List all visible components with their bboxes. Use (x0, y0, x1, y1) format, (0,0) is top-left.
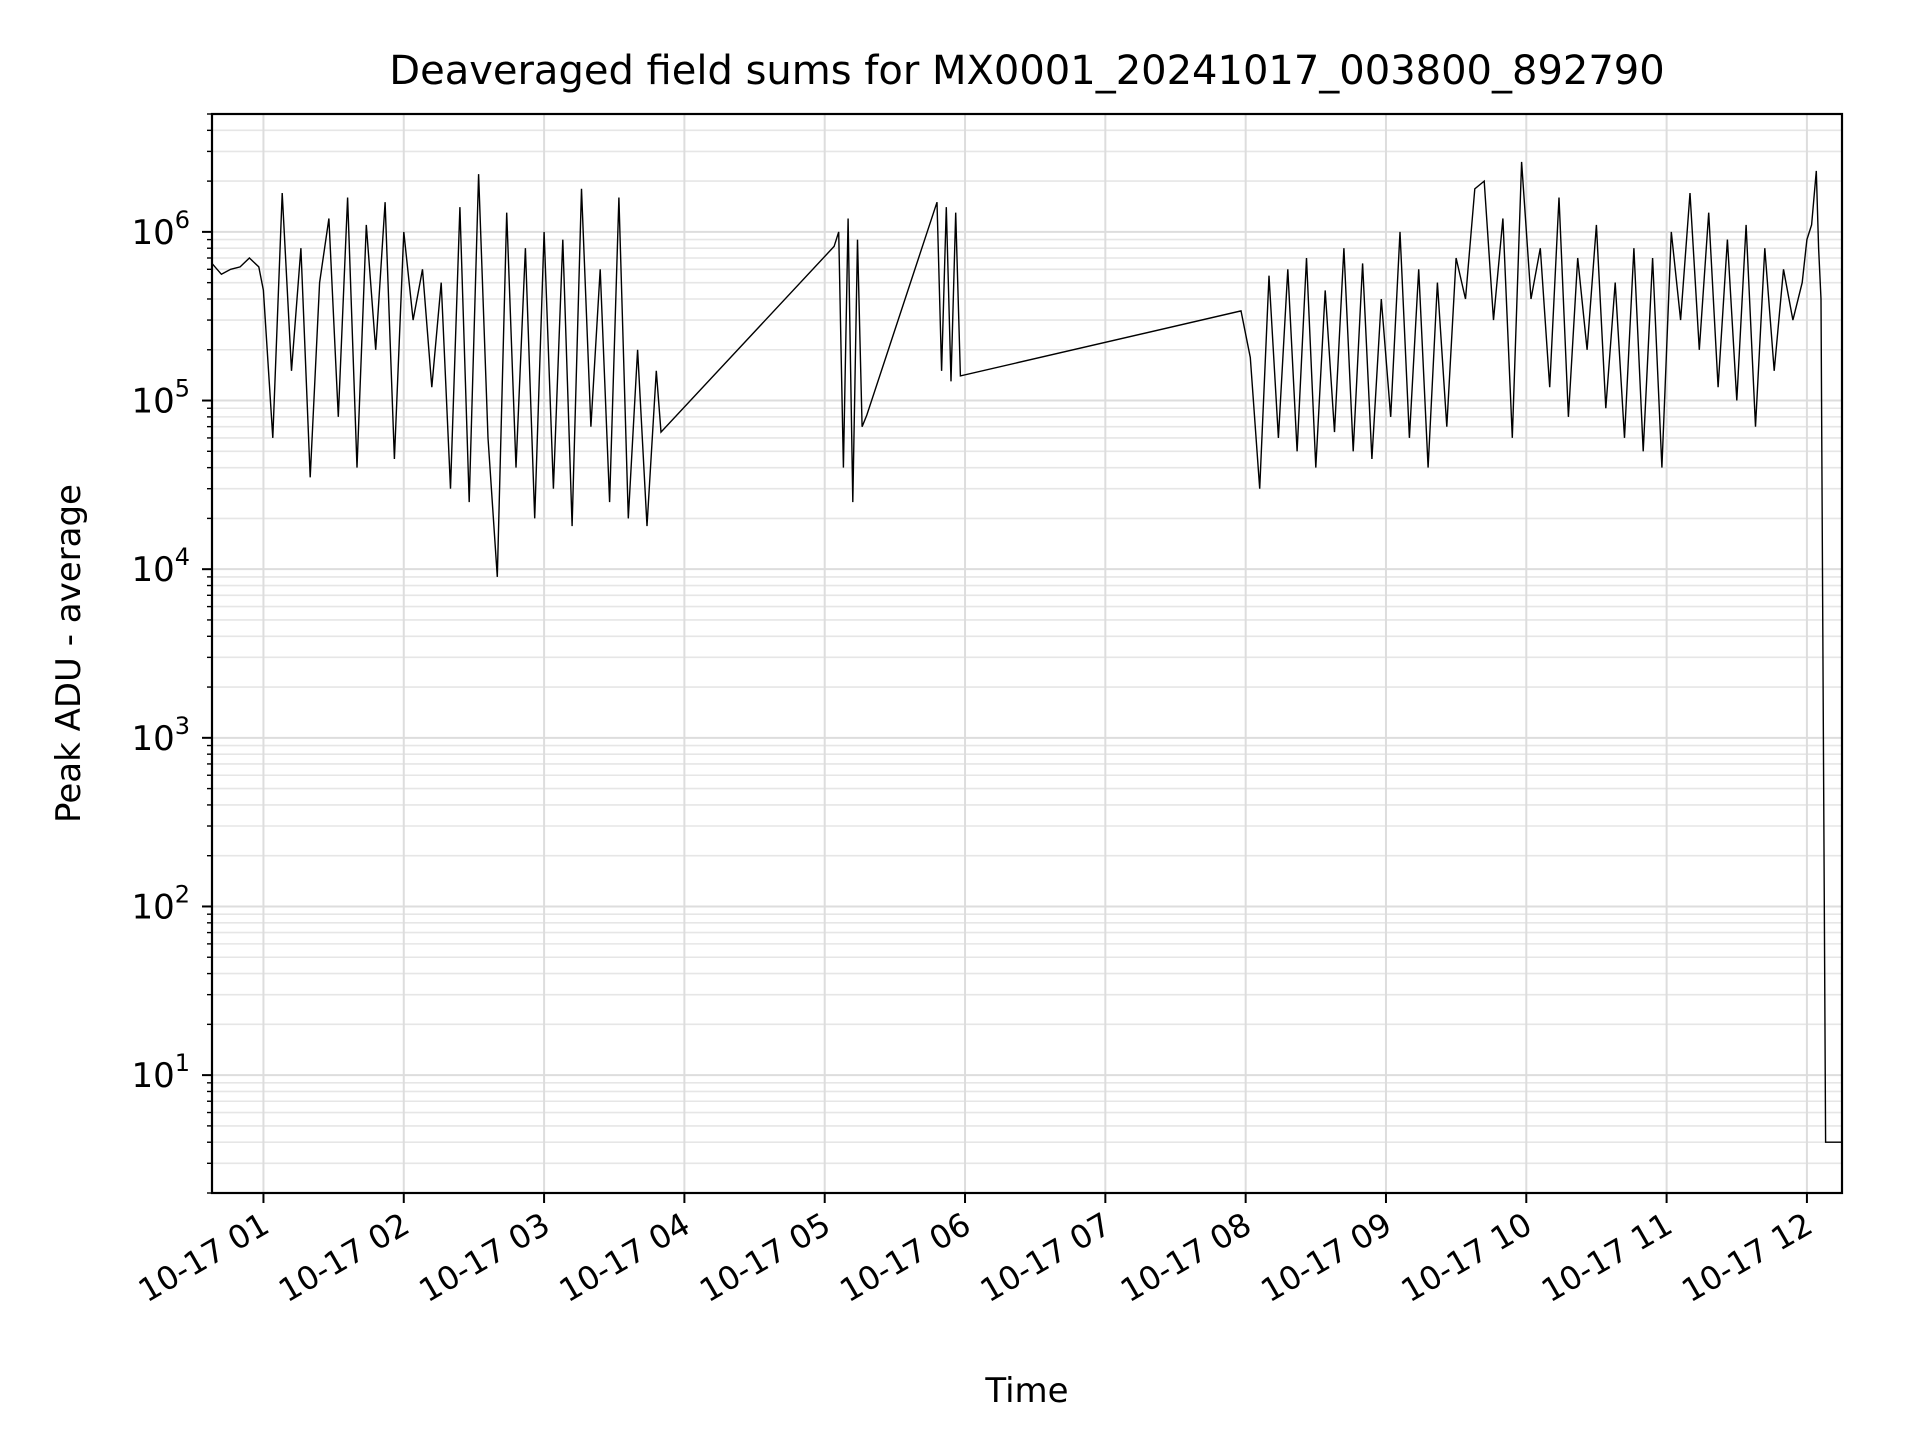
y-axis-label: Peak ADU - average (49, 484, 89, 823)
x-tick-label: 10-17 12 (1675, 1205, 1819, 1310)
y-axis-ticks: 101 102 103 104 105 106 (131, 113, 212, 1194)
x-tick-label: 10-17 08 (1114, 1205, 1258, 1310)
x-tick-label: 10-17 05 (693, 1205, 837, 1310)
grid-lines (212, 113, 1842, 1194)
y-tick-label: 103 (131, 712, 190, 759)
x-tick-label: 10-17 03 (412, 1205, 556, 1310)
chart-title: Deaveraged field sums for MX0001_2024101… (389, 48, 1664, 94)
y-tick-label: 106 (131, 206, 190, 253)
series-line (211, 161, 1842, 1143)
x-tick-label: 10-17 09 (1254, 1205, 1398, 1310)
plot-area-frame (210, 112, 1844, 1195)
x-tick-label: 10-17 07 (974, 1205, 1118, 1310)
x-tick-label: 10-17 04 (553, 1205, 697, 1310)
x-tick-label: 10-17 06 (833, 1205, 977, 1310)
x-tick-label: 10-17 10 (1395, 1205, 1539, 1310)
series-layer (211, 161, 1842, 1143)
y-tick-label: 101 (131, 1049, 190, 1096)
y-tick-label: 105 (131, 375, 190, 422)
x-tick-label: 10-17 02 (272, 1205, 416, 1310)
y-tick-label: 104 (131, 543, 190, 590)
x-tick-label: 10-17 11 (1535, 1205, 1679, 1310)
x-axis-label: Time (984, 1371, 1068, 1411)
x-tick-label: 10-17 01 (132, 1205, 276, 1310)
y-tick-label: 102 (131, 880, 190, 927)
